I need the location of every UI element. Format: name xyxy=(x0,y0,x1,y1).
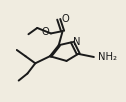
Text: N: N xyxy=(73,37,80,47)
Text: NH₂: NH₂ xyxy=(98,52,117,62)
Text: O: O xyxy=(62,14,70,24)
Text: O: O xyxy=(42,27,50,37)
